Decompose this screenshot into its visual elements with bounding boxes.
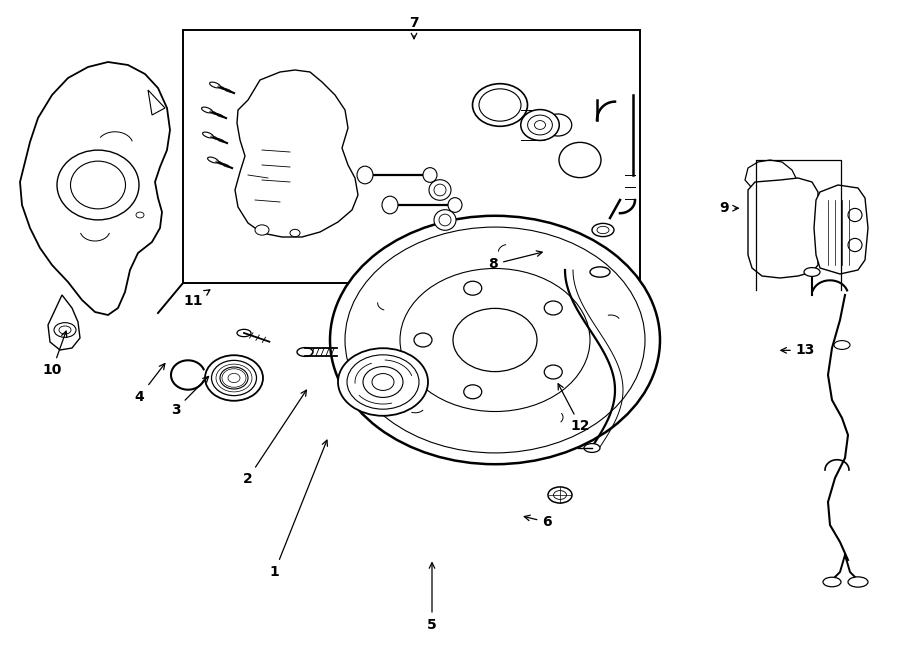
Ellipse shape: [472, 84, 527, 126]
Text: 11: 11: [184, 290, 210, 308]
Ellipse shape: [237, 329, 251, 336]
Text: 6: 6: [525, 515, 552, 529]
Polygon shape: [748, 178, 818, 278]
Ellipse shape: [423, 168, 437, 182]
Ellipse shape: [54, 323, 76, 337]
Polygon shape: [20, 62, 170, 315]
Ellipse shape: [439, 214, 451, 226]
Ellipse shape: [848, 577, 868, 587]
Ellipse shape: [212, 360, 256, 396]
Text: 12: 12: [558, 384, 590, 434]
Ellipse shape: [434, 184, 446, 196]
Ellipse shape: [834, 340, 850, 350]
Ellipse shape: [548, 487, 572, 503]
Ellipse shape: [521, 110, 559, 140]
Circle shape: [290, 229, 300, 237]
Ellipse shape: [527, 115, 553, 135]
Ellipse shape: [208, 157, 219, 163]
Ellipse shape: [448, 198, 462, 212]
Polygon shape: [814, 185, 868, 274]
Ellipse shape: [823, 577, 841, 587]
Ellipse shape: [464, 385, 482, 399]
Ellipse shape: [544, 365, 562, 379]
Ellipse shape: [70, 161, 125, 209]
Ellipse shape: [848, 208, 862, 221]
Ellipse shape: [205, 355, 263, 401]
Text: 10: 10: [42, 331, 67, 377]
Polygon shape: [48, 295, 80, 350]
Ellipse shape: [584, 444, 600, 452]
Ellipse shape: [220, 367, 248, 389]
Ellipse shape: [400, 268, 590, 412]
Ellipse shape: [590, 267, 610, 277]
Ellipse shape: [210, 82, 220, 88]
Ellipse shape: [345, 227, 645, 453]
Ellipse shape: [382, 196, 398, 214]
Ellipse shape: [429, 180, 451, 200]
Polygon shape: [148, 90, 165, 115]
Ellipse shape: [597, 226, 609, 234]
Circle shape: [255, 225, 269, 235]
Ellipse shape: [848, 239, 862, 252]
Ellipse shape: [804, 268, 820, 276]
Ellipse shape: [434, 210, 456, 230]
Ellipse shape: [338, 348, 428, 416]
Text: 5: 5: [428, 563, 436, 632]
Polygon shape: [745, 160, 798, 192]
Text: 13: 13: [781, 343, 815, 358]
Text: 7: 7: [410, 16, 418, 39]
Ellipse shape: [544, 114, 572, 136]
Ellipse shape: [202, 132, 213, 138]
Circle shape: [136, 212, 144, 218]
Ellipse shape: [592, 223, 614, 237]
Ellipse shape: [535, 120, 545, 130]
Ellipse shape: [464, 281, 482, 295]
Ellipse shape: [357, 166, 373, 184]
Bar: [183, 30, 640, 283]
Text: 4: 4: [135, 364, 165, 404]
Ellipse shape: [453, 309, 537, 371]
Ellipse shape: [57, 150, 139, 220]
Text: 3: 3: [171, 376, 209, 417]
Ellipse shape: [363, 367, 403, 397]
Ellipse shape: [330, 215, 660, 464]
Ellipse shape: [554, 490, 566, 500]
Ellipse shape: [372, 373, 394, 391]
Text: 1: 1: [270, 440, 328, 579]
Polygon shape: [235, 70, 358, 237]
Ellipse shape: [59, 326, 71, 334]
Text: 8: 8: [489, 251, 542, 272]
Ellipse shape: [414, 333, 432, 347]
Text: 9: 9: [720, 201, 738, 215]
Ellipse shape: [297, 348, 313, 356]
Ellipse shape: [479, 89, 521, 121]
Ellipse shape: [347, 355, 419, 409]
Ellipse shape: [202, 107, 212, 113]
Ellipse shape: [559, 142, 601, 178]
Ellipse shape: [544, 301, 562, 315]
Text: 2: 2: [243, 390, 306, 486]
